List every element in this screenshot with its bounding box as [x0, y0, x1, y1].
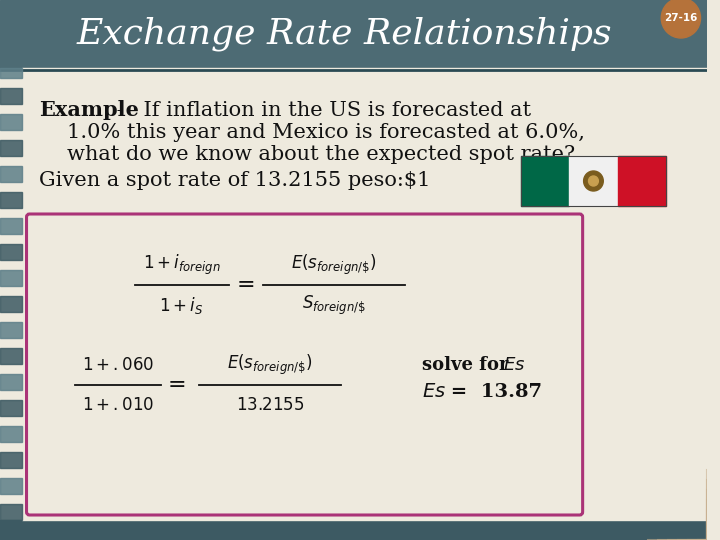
- Bar: [0, 68, 22, 78]
- Text: 1.0% this year and Mexico is forecasted at 6.0%,: 1.0% this year and Mexico is forecasted …: [67, 123, 585, 141]
- Bar: [0, 166, 22, 182]
- Bar: [0, 452, 22, 468]
- Bar: [0, 270, 22, 286]
- Bar: [0, 400, 22, 416]
- Text: $\mathit{Es}$: $\mathit{Es}$: [503, 356, 526, 374]
- Text: 27-16: 27-16: [665, 13, 698, 23]
- Text: $\mathit{13.2155}$: $\mathit{13.2155}$: [236, 396, 305, 414]
- Text: $\mathit{Es}$: $\mathit{Es}$: [423, 383, 446, 401]
- Text: Exchange Rate Relationships: Exchange Rate Relationships: [76, 17, 611, 51]
- Bar: [0, 504, 22, 520]
- Bar: [0, 296, 22, 312]
- FancyBboxPatch shape: [27, 214, 582, 515]
- Text: $1+i_{S}$: $1+i_{S}$: [159, 294, 204, 315]
- Text: $S_{foreign/\$}$: $S_{foreign/\$}$: [302, 293, 366, 316]
- Text: $E(s_{foreign/\$})$: $E(s_{foreign/\$})$: [228, 353, 313, 377]
- Bar: [0, 374, 22, 390]
- Circle shape: [661, 0, 701, 38]
- Text: =: =: [236, 274, 255, 296]
- Text: what do we know about the expected spot rate?: what do we know about the expected spot …: [67, 145, 575, 164]
- Bar: [618, 156, 666, 206]
- Bar: [570, 156, 618, 206]
- Text: $1+.010$: $1+.010$: [82, 396, 154, 414]
- Text: $E(s_{foreign/\$})$: $E(s_{foreign/\$})$: [291, 253, 377, 277]
- Text: Given a spot rate of 13.2155 peso:$1: Given a spot rate of 13.2155 peso:$1: [40, 171, 431, 190]
- Text: $1+i_{foreign}$: $1+i_{foreign}$: [143, 253, 221, 277]
- Text: -   If inflation in the US is forecasted at: - If inflation in the US is forecasted a…: [110, 100, 531, 119]
- Bar: [521, 156, 666, 206]
- Bar: [22, 68, 708, 520]
- Text: =: =: [168, 374, 186, 396]
- Bar: [0, 192, 22, 208]
- Bar: [0, 322, 22, 338]
- Bar: [0, 0, 708, 68]
- Bar: [0, 114, 22, 130]
- Text: Example: Example: [40, 100, 139, 120]
- Bar: [0, 520, 708, 540]
- Bar: [0, 426, 22, 442]
- Bar: [521, 156, 570, 206]
- Circle shape: [584, 171, 603, 191]
- Text: $1+.060$: $1+.060$: [82, 356, 154, 374]
- Bar: [0, 244, 22, 260]
- Text: =  13.87: = 13.87: [444, 383, 542, 401]
- Circle shape: [588, 176, 598, 186]
- Bar: [0, 88, 22, 104]
- Bar: [0, 140, 22, 156]
- Bar: [0, 348, 22, 364]
- Text: solve for: solve for: [423, 356, 516, 374]
- Bar: [0, 478, 22, 494]
- Bar: [0, 218, 22, 234]
